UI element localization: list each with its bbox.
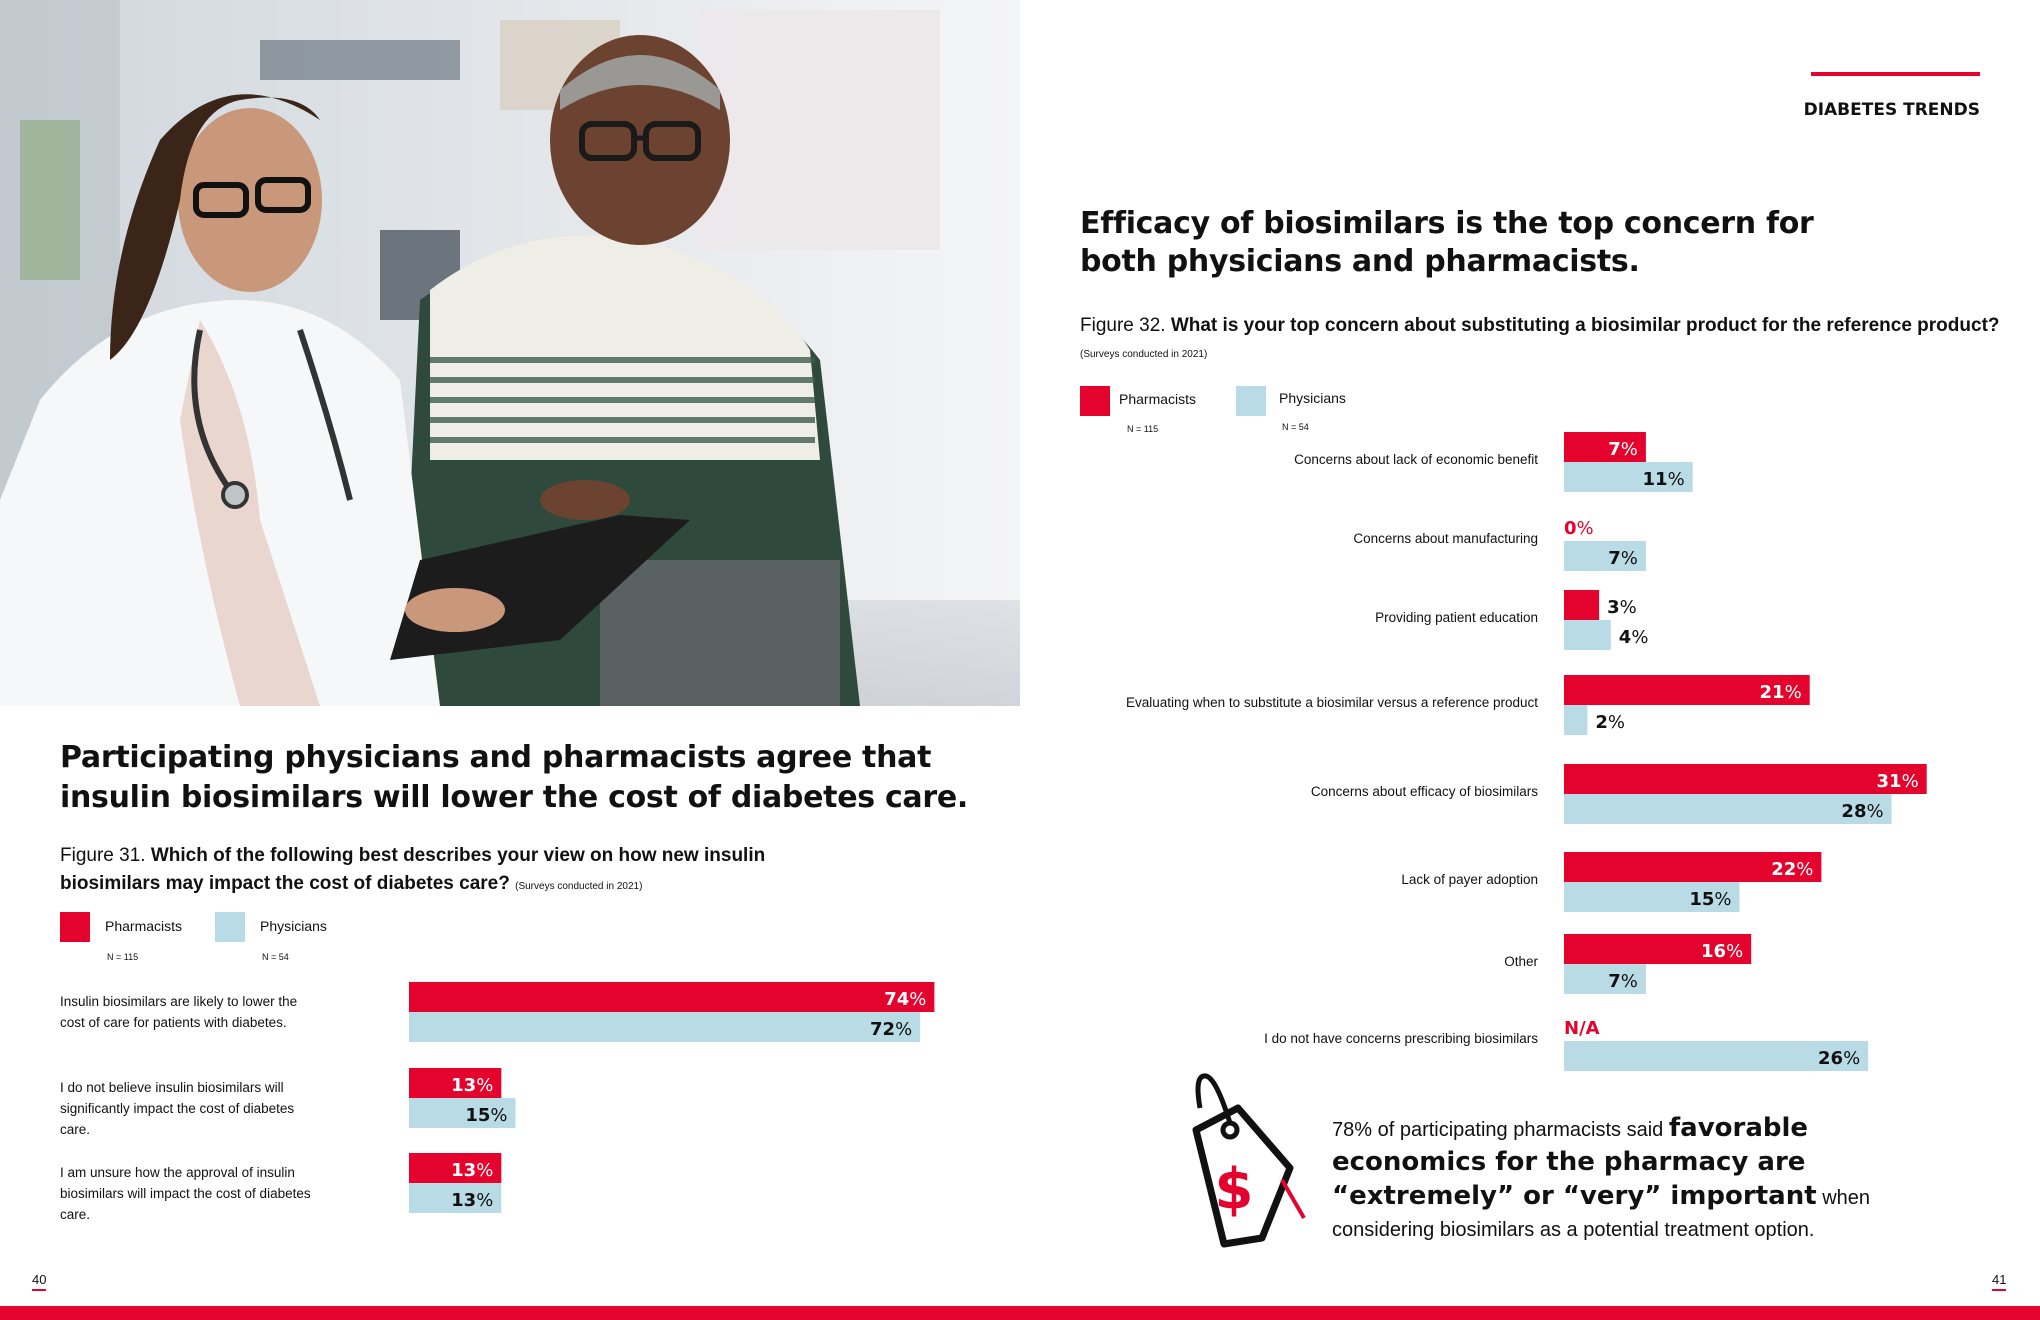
- fig32-bar-physicians: [1564, 705, 1588, 735]
- fig31-category-label: I am unsure how the approval of insulin: [60, 1165, 295, 1180]
- fig31-category-label: biosimilars will impact the cost of diab…: [60, 1186, 311, 1201]
- figure-32-question: What is your top concern about substitut…: [1170, 315, 2000, 336]
- legend32-pharmacists-n: N = 115: [1127, 424, 1159, 434]
- fig32-value-physicians: 26%: [1818, 1048, 1860, 1069]
- legend-physicians-swatch: [215, 912, 245, 942]
- svg-text:$: $: [1215, 1157, 1254, 1222]
- figure-32-note: (Surveys conducted in 2021): [1080, 349, 1208, 360]
- legend-physicians-n: N = 54: [262, 952, 289, 962]
- fig31-value-physicians: 15%: [465, 1105, 507, 1126]
- fig31-category-label: cost of care for patients with diabetes.: [60, 1015, 287, 1030]
- fig32-value-physicians: 28%: [1841, 801, 1883, 822]
- fig32-bar-pharmacists: [1564, 764, 1927, 794]
- fig32-category-label: Providing patient education: [1375, 610, 1538, 625]
- fig32-value-pharmacists: 0%: [1564, 518, 1594, 539]
- legend-pharmacists-swatch: [60, 912, 90, 942]
- legend32-pharmacists-label: Pharmacists: [1119, 391, 1197, 407]
- fig32-value-physicians: 4%: [1619, 627, 1649, 648]
- fig32-bar-physicians: [1564, 964, 1646, 994]
- page-number-right: 41: [1992, 1272, 2007, 1291]
- fig31-bar-physicians: [409, 1098, 516, 1128]
- figure-31-note: (Surveys conducted in 2021): [515, 881, 643, 892]
- fig32-value-physicians: 15%: [1689, 889, 1731, 910]
- fig32-value-physicians: 7%: [1608, 971, 1638, 992]
- legend32-pharmacists-swatch: [1080, 386, 1110, 416]
- legend-pharmacists-label: Pharmacists: [105, 918, 183, 934]
- fig32-value-pharmacists: 31%: [1877, 771, 1919, 792]
- fig32-category-label: Evaluating when to substitute a biosimil…: [1126, 695, 1538, 710]
- legend32-physicians-n: N = 54: [1282, 422, 1309, 432]
- fig32-value-pharmacists: 3%: [1607, 597, 1637, 618]
- fig31-value-physicians: 13%: [451, 1190, 493, 1211]
- figure-31-chart-svg: Insulin biosimilars are likely to lower …: [60, 982, 935, 1222]
- figure-31-chart: Insulin biosimilars are likely to lower …: [60, 982, 935, 1222]
- fig32-bar-pharmacists: [1564, 675, 1810, 705]
- fig31-bar-pharmacists: [409, 982, 935, 1012]
- doctor-patient-photo: [0, 0, 1020, 706]
- figure-31-caption: Figure 31. Which of the following best d…: [60, 842, 800, 901]
- figure-32-label: Figure 32.: [1080, 315, 1166, 336]
- fig32-category-label: Concerns about lack of economic benefit: [1294, 452, 1538, 467]
- price-tag-dollar-icon: $: [1186, 1068, 1316, 1248]
- fig31-bar-physicians: [409, 1012, 921, 1042]
- section-title: DIABETES TRENDS: [1803, 100, 1980, 120]
- fig32-bar-pharmacists: [1564, 852, 1822, 882]
- fig31-category-label: care.: [60, 1122, 90, 1137]
- figure-32-caption: Figure 32. What is your top concern abou…: [1080, 312, 2000, 340]
- right-page-heading: Efficacy of biosimilars is the top conce…: [1080, 206, 1814, 279]
- callout-lead: 78% of participating pharmacists said: [1332, 1119, 1664, 1141]
- fig32-category-label: Concerns about efficacy of biosimilars: [1311, 784, 1538, 799]
- fig32-value-pharmacists: 22%: [1771, 859, 1813, 880]
- fig32-value-physicians: 7%: [1608, 548, 1638, 569]
- fig31-category-label: care.: [60, 1207, 90, 1222]
- bottom-bar: [0, 1306, 2040, 1320]
- fig32-value-physicians: 11%: [1643, 469, 1685, 490]
- fig31-bar-physicians: [409, 1183, 502, 1213]
- figure-31-label: Figure 31.: [60, 845, 146, 866]
- fig32-bar-pharmacists: [1564, 590, 1600, 620]
- fig31-category-label: significantly impact the cost of diabete…: [60, 1101, 294, 1116]
- legend32-physicians-swatch: [1236, 386, 1266, 416]
- fig32-bar-physicians: [1564, 882, 1740, 912]
- fig31-value-pharmacists: 13%: [451, 1075, 493, 1096]
- fig32-value-pharmacists: 16%: [1701, 941, 1743, 962]
- doctor-patient-photo-icon: [0, 0, 1020, 706]
- fig32-bar-physicians: [1564, 462, 1693, 492]
- fig31-bar-pharmacists: [409, 1153, 502, 1183]
- section-rule: [1811, 72, 1980, 76]
- fig32-value-pharmacists: 7%: [1608, 439, 1638, 460]
- fig31-bar-pharmacists: [409, 1068, 502, 1098]
- legend-pharmacists-n: N = 115: [107, 952, 139, 962]
- left-page-heading: Participating physicians and pharmacists…: [60, 740, 969, 815]
- callout-emphasis: favorable economics for the pharmacy are…: [1332, 1113, 1817, 1211]
- page-number-left: 40: [32, 1272, 47, 1291]
- fig32-value-pharmacists: 21%: [1760, 682, 1802, 703]
- callout-text: 78% of participating pharmacists said fa…: [1332, 1112, 1952, 1246]
- fig31-value-pharmacists: 74%: [884, 989, 926, 1010]
- fig32-bar-pharmacists: [1564, 432, 1646, 462]
- figure-31-question: Which of the following best describes yo…: [60, 845, 766, 894]
- fig32-category-label: Other: [1504, 954, 1538, 969]
- fig31-value-physicians: 72%: [870, 1019, 912, 1040]
- fig32-category-label: I do not have concerns prescribing biosi…: [1264, 1031, 1538, 1046]
- fig32-bar-pharmacists: [1564, 934, 1752, 964]
- fig31-category-label: Insulin biosimilars are likely to lower …: [60, 994, 297, 1009]
- fig32-value-pharmacists-na: N/A: [1564, 1018, 1600, 1039]
- fig32-bar-physicians: [1564, 541, 1646, 571]
- fig32-bar-physicians: [1564, 1041, 1869, 1071]
- fig32-category-label: Concerns about manufacturing: [1353, 531, 1538, 546]
- fig32-bar-physicians: [1564, 620, 1611, 650]
- legend-physicians-label: Physicians: [260, 918, 327, 934]
- legend32-physicians-label: Physicians: [1279, 390, 1346, 406]
- callout-tail: when considering biosimilars as a potent…: [1332, 1187, 1871, 1241]
- fig32-category-label: Lack of payer adoption: [1401, 872, 1538, 887]
- fig31-value-pharmacists: 13%: [451, 1160, 493, 1181]
- fig32-value-physicians: 2%: [1595, 712, 1625, 733]
- fig32-bar-physicians: [1564, 794, 1892, 824]
- fig31-category-label: I do not believe insulin biosimilars wil…: [60, 1080, 284, 1095]
